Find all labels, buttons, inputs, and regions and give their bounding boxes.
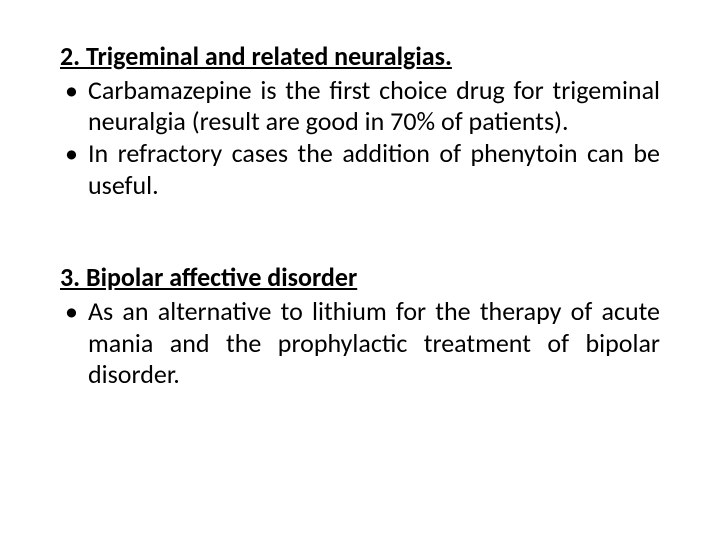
list-item: As an alternative to lithium for the the… [60,296,660,391]
bullet-list-2: As an alternative to lithium for the the… [60,296,660,391]
section-heading-1: 2. Trigeminal and related neuralgias. [60,40,660,73]
section-gap [60,231,660,261]
bullet-list-1: Carbamazepine is the first choice drug f… [60,75,660,202]
section-heading-2: 3. Bipolar affective disorder [60,261,660,294]
slide-content: 2. Trigeminal and related neuralgias. Ca… [0,0,720,540]
list-item: Carbamazepine is the first choice drug f… [60,75,660,138]
list-item: In refractory cases the addition of phen… [60,138,660,201]
